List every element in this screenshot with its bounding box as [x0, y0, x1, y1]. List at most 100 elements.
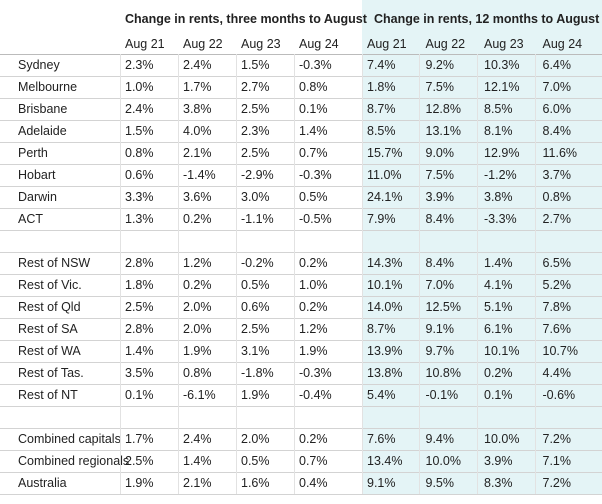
- value-cell: 0.5%: [241, 278, 270, 292]
- row-rule: [0, 98, 602, 99]
- row-label: Rest of Qld: [18, 300, 81, 314]
- column-rule: [419, 54, 420, 494]
- value-cell: 3.1%: [241, 344, 270, 358]
- group-header: Change in rents, three months to August: [125, 12, 367, 26]
- value-cell: 0.5%: [241, 454, 270, 468]
- row-rule: [0, 362, 602, 363]
- value-cell: 2.4%: [183, 432, 212, 446]
- row-label: Rest of NSW: [18, 256, 91, 270]
- value-cell: 2.3%: [241, 124, 270, 138]
- value-cell: 8.3%: [484, 476, 513, 490]
- value-cell: 7.6%: [542, 322, 572, 336]
- value-cell: 9.4%: [425, 432, 455, 446]
- column-rule: [178, 54, 179, 494]
- value-cell: 0.8%: [299, 80, 328, 94]
- value-cell: 3.7%: [542, 168, 572, 182]
- row-rule: [0, 274, 602, 275]
- value-cell: 10.8%: [425, 366, 461, 380]
- value-cell: 0.7%: [299, 454, 328, 468]
- highlight-panel: [362, 0, 602, 494]
- value-cell: 7.1%: [542, 454, 572, 468]
- value-cell: 8.7%: [367, 102, 396, 116]
- column-rule: [120, 54, 121, 494]
- row-label: Australia: [18, 476, 67, 490]
- value-cell: 8.4%: [425, 212, 455, 226]
- row-rule: [0, 450, 602, 451]
- column-header: Aug 23: [241, 37, 281, 51]
- row-rule: [0, 208, 602, 209]
- value-cell: 4.4%: [542, 366, 572, 380]
- column-header: Aug 22: [183, 37, 223, 51]
- value-cell: 4.1%: [484, 278, 513, 292]
- value-cell: 10.0%: [484, 432, 520, 446]
- value-cell: 12.1%: [484, 80, 520, 94]
- column-rule: [362, 54, 363, 494]
- value-cell: 1.6%: [241, 476, 270, 490]
- value-cell: 7.9%: [367, 212, 396, 226]
- value-cell: 1.2%: [183, 256, 212, 270]
- row-label: Adelaide: [18, 124, 67, 138]
- row-label: Rest of NT: [18, 388, 78, 402]
- row-rule: [0, 142, 602, 143]
- value-cell: 1.8%: [367, 80, 396, 94]
- row-rule: [0, 472, 602, 473]
- value-cell: 2.8%: [125, 256, 154, 270]
- value-cell: 4.0%: [183, 124, 212, 138]
- value-cell: 7.2%: [542, 476, 572, 490]
- value-cell: 1.0%: [299, 278, 328, 292]
- value-cell: 9.7%: [425, 344, 455, 358]
- value-cell: -0.3%: [299, 366, 332, 380]
- row-label: Sydney: [18, 58, 60, 72]
- value-cell: 3.8%: [484, 190, 513, 204]
- value-cell: 1.8%: [125, 278, 154, 292]
- value-cell: 1.4%: [299, 124, 328, 138]
- value-cell: 9.1%: [367, 476, 396, 490]
- value-cell: 11.0%: [367, 168, 402, 182]
- value-cell: 8.5%: [367, 124, 396, 138]
- value-cell: 3.5%: [125, 366, 154, 380]
- value-cell: 24.1%: [367, 190, 403, 204]
- row-rule: [0, 428, 602, 429]
- value-cell: 2.5%: [241, 322, 270, 336]
- row-rule: [0, 186, 602, 187]
- row-label: Rest of SA: [18, 322, 78, 336]
- row-rule: [0, 252, 602, 253]
- value-cell: 12.8%: [425, 102, 461, 116]
- value-cell: 10.7%: [542, 344, 578, 358]
- value-cell: 2.0%: [183, 322, 212, 336]
- value-cell: 0.8%: [183, 366, 212, 380]
- value-cell: 15.7%: [367, 146, 403, 160]
- value-cell: 1.7%: [183, 80, 212, 94]
- value-cell: -0.3%: [299, 58, 332, 72]
- value-cell: 7.5%: [425, 80, 455, 94]
- row-label: Perth: [18, 146, 48, 160]
- column-rule: [535, 54, 536, 494]
- value-cell: 6.1%: [484, 322, 513, 336]
- value-cell: -6.1%: [183, 388, 216, 402]
- value-cell: 1.3%: [125, 212, 154, 226]
- value-cell: 11.6%: [542, 146, 578, 160]
- group-header: Change in rents, 12 months to August: [374, 12, 600, 26]
- row-rule: [0, 120, 602, 121]
- value-cell: 1.4%: [125, 344, 154, 358]
- value-cell: 0.4%: [299, 476, 328, 490]
- row-label: Darwin: [18, 190, 57, 204]
- value-cell: -1.8%: [241, 366, 274, 380]
- row-label: Combined regionals: [18, 454, 130, 468]
- value-cell: 6.5%: [542, 256, 572, 270]
- value-cell: 1.4%: [484, 256, 513, 270]
- column-header: Aug 24: [299, 37, 339, 51]
- value-cell: 9.5%: [425, 476, 455, 490]
- value-cell: 5.2%: [542, 278, 572, 292]
- value-cell: -0.1%: [425, 388, 459, 402]
- value-cell: 7.0%: [425, 278, 455, 292]
- value-cell: 7.0%: [542, 80, 572, 94]
- value-cell: 7.6%: [367, 432, 396, 446]
- value-cell: 0.2%: [299, 256, 328, 270]
- value-cell: 6.0%: [542, 102, 572, 116]
- value-cell: 13.4%: [367, 454, 403, 468]
- row-label: Rest of Vic.: [18, 278, 82, 292]
- row-rule: [0, 296, 602, 297]
- value-cell: 7.2%: [542, 432, 572, 446]
- value-cell: 1.9%: [125, 476, 154, 490]
